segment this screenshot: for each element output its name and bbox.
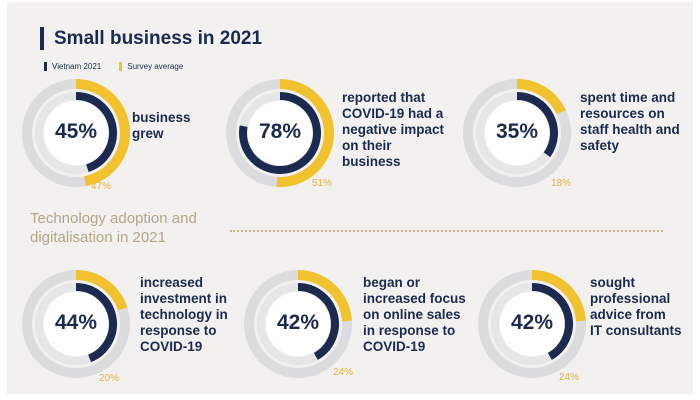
legend-label-vietnam: Vietnam 2021 bbox=[52, 62, 102, 71]
legend-item-vietnam: Vietnam 2021 bbox=[44, 62, 101, 71]
vietnam-arc bbox=[75, 283, 117, 363]
donut-svg-5 bbox=[244, 270, 352, 378]
donut-center bbox=[44, 101, 108, 165]
donut-center bbox=[266, 292, 330, 356]
page-title: Small business in 2021 bbox=[54, 28, 263, 49]
donut-chart-2 bbox=[222, 75, 338, 191]
survey-average-arc bbox=[75, 270, 128, 311]
survey-average-value-label: 47% bbox=[91, 181, 112, 192]
vietnam-arc bbox=[531, 283, 573, 360]
donut-description: business grew bbox=[132, 110, 191, 141]
vietnam-value-label: 35% bbox=[495, 120, 539, 143]
donut-chart-4 bbox=[18, 266, 134, 382]
section-divider bbox=[230, 230, 663, 232]
donut-description: began or increased focus on online sales… bbox=[363, 275, 466, 354]
donut-description: reported that COVID-19 had a negative im… bbox=[342, 90, 445, 169]
title-accent-bar bbox=[40, 27, 44, 50]
survey-average-arc bbox=[276, 79, 334, 187]
vietnam-value-label: 42% bbox=[276, 311, 320, 334]
vietnam-value-label: 44% bbox=[54, 311, 98, 334]
donut-svg-2 bbox=[226, 79, 334, 187]
donut-description: sought professional advice from IT consu… bbox=[590, 275, 682, 338]
donut-chart-6 bbox=[474, 266, 590, 382]
survey-average-arc bbox=[516, 79, 566, 115]
survey-average-value-label: 24% bbox=[559, 372, 580, 383]
survey-average-arc bbox=[531, 270, 586, 322]
legend-item-survey-average: Survey average bbox=[119, 62, 183, 71]
legend-swatch-vietnam bbox=[44, 62, 47, 71]
vietnam-arc bbox=[75, 92, 117, 172]
donut-svg-4 bbox=[22, 270, 130, 378]
survey-average-arc bbox=[297, 270, 352, 322]
vietnam-value-label: 42% bbox=[510, 311, 554, 334]
donut-description: increased investment in technology in re… bbox=[140, 275, 228, 354]
donut-center bbox=[248, 101, 312, 165]
survey-average-value-label: 51% bbox=[312, 178, 333, 189]
survey-average-value-label: 18% bbox=[551, 178, 572, 189]
donut-chart-1 bbox=[18, 75, 134, 191]
donut-chart-3 bbox=[459, 75, 575, 191]
donut-description: spent time and resources on staff health… bbox=[580, 90, 680, 153]
survey-average-value-label: 20% bbox=[99, 373, 120, 384]
survey-average-arc bbox=[75, 79, 130, 187]
survey-average-value-label: 24% bbox=[333, 367, 354, 378]
section-title: Technology adoption and digitalisation i… bbox=[30, 210, 197, 246]
donut-center bbox=[485, 101, 549, 165]
vietnam-arc bbox=[297, 283, 339, 360]
legend: Vietnam 2021 Survey average bbox=[44, 62, 201, 71]
donut-svg-6 bbox=[478, 270, 586, 378]
legend-label-survey-average: Survey average bbox=[127, 62, 184, 71]
vietnam-value-label: 45% bbox=[54, 120, 98, 143]
vietnam-arc bbox=[516, 92, 558, 158]
donut-center bbox=[44, 292, 108, 356]
vietnam-arc bbox=[239, 92, 321, 174]
legend-swatch-survey-average bbox=[119, 62, 123, 71]
donut-svg-1 bbox=[22, 79, 130, 187]
donut-chart-5 bbox=[240, 266, 356, 382]
donut-center bbox=[500, 292, 564, 356]
donut-svg-3 bbox=[463, 79, 571, 187]
vietnam-value-label: 78% bbox=[258, 120, 302, 143]
